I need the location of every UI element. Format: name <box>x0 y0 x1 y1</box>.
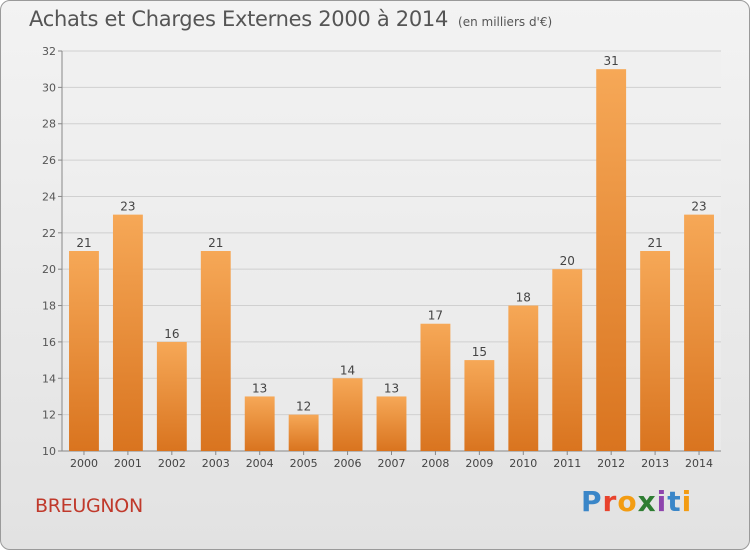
x-tick-label: 2014 <box>685 457 713 470</box>
bar <box>640 251 671 451</box>
data-label: 21 <box>208 236 223 250</box>
x-tick-label: 2006 <box>334 457 362 470</box>
x-tick-label: 2008 <box>421 457 449 470</box>
x-tick-label: 2010 <box>509 457 537 470</box>
x-tick-label: 2007 <box>378 457 406 470</box>
x-tick-label: 2012 <box>597 457 625 470</box>
x-tick-label: 2005 <box>290 457 318 470</box>
proxiti-logo[interactable]: Proxiti <box>581 485 693 518</box>
y-tick-label: 22 <box>42 227 56 240</box>
data-label: 13 <box>252 381 267 395</box>
data-label: 23 <box>120 200 135 214</box>
data-label: 21 <box>647 236 662 250</box>
y-tick-label: 10 <box>42 445 56 458</box>
data-label: 31 <box>604 54 619 68</box>
data-label: 14 <box>340 363 355 377</box>
x-tick-label: 2011 <box>553 457 581 470</box>
data-label: 15 <box>472 345 487 359</box>
y-tick-label: 32 <box>42 45 56 58</box>
y-tick-label: 28 <box>42 118 56 131</box>
bar <box>508 305 539 451</box>
y-tick-label: 16 <box>42 336 56 349</box>
y-tick-label: 20 <box>42 263 56 276</box>
bar <box>596 69 627 451</box>
chart-title: Achats et Charges Externes 2000 à 2014 (e… <box>29 7 553 31</box>
x-tick-label: 2004 <box>246 457 274 470</box>
data-label: 16 <box>164 327 179 341</box>
y-tick-label: 14 <box>42 372 56 385</box>
bar <box>332 378 363 451</box>
bar <box>552 269 583 451</box>
x-tick-label: 2013 <box>641 457 669 470</box>
commune-name: BREUGNON <box>35 495 143 517</box>
chart-subtitle: (en milliers d'€) <box>458 15 553 29</box>
bar <box>200 251 231 451</box>
data-label: 23 <box>691 200 706 214</box>
y-tick-label: 24 <box>42 190 56 203</box>
x-tick-label: 2000 <box>70 457 98 470</box>
data-label: 12 <box>296 400 311 414</box>
bar <box>376 396 407 451</box>
bar <box>420 323 451 451</box>
data-label: 20 <box>560 254 575 268</box>
bar <box>288 414 319 451</box>
data-label: 21 <box>76 236 91 250</box>
x-tick-label: 2001 <box>114 457 142 470</box>
bar <box>69 251 99 451</box>
x-tick-label: 2002 <box>158 457 186 470</box>
bar <box>684 214 714 451</box>
bar <box>464 360 495 451</box>
data-label: 18 <box>516 291 531 305</box>
y-tick-label: 30 <box>42 81 56 94</box>
y-tick-label: 12 <box>42 409 56 422</box>
x-tick-label: 2009 <box>465 457 493 470</box>
bar <box>112 214 143 451</box>
data-label: 13 <box>384 381 399 395</box>
y-tick-label: 26 <box>42 154 56 167</box>
bar <box>156 341 187 451</box>
y-tick-label: 18 <box>42 300 56 313</box>
x-tick-label: 2003 <box>202 457 230 470</box>
bar <box>244 396 275 451</box>
data-label: 17 <box>428 309 443 323</box>
